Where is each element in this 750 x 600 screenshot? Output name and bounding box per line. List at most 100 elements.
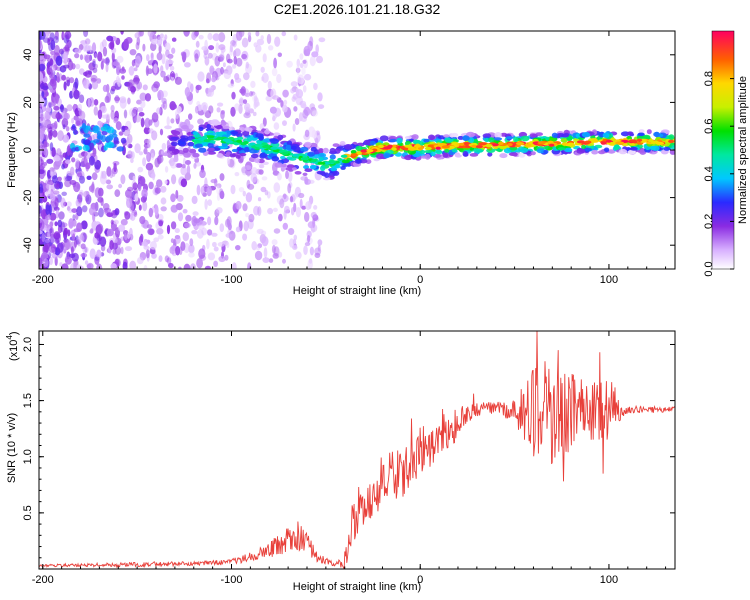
spectrogram-ridge-cell bbox=[214, 147, 220, 151]
spectrogram-noise-cell bbox=[295, 96, 303, 106]
spectrogram-noise-cell bbox=[122, 261, 128, 269]
spectrogram-noise-cell bbox=[71, 252, 79, 262]
spectrogram-noise-cell bbox=[61, 191, 67, 196]
spectrogram-noise-cell bbox=[273, 228, 281, 234]
spectrogram-noise-cell bbox=[117, 78, 121, 87]
spectrogram-noise-cell bbox=[72, 233, 76, 241]
spectrogram-ridge-core bbox=[407, 147, 417, 151]
spectrogram-noise-cell bbox=[205, 78, 210, 84]
spectrogram-noise-cell bbox=[158, 220, 164, 227]
spectrogram-x-tick-label: -100 bbox=[220, 274, 242, 286]
spectrogram-ridge-cell bbox=[189, 148, 197, 154]
spectrogram-ridge-core bbox=[281, 151, 289, 155]
spectrogram-ridge-cell bbox=[270, 138, 279, 144]
spectrogram-noise-cell bbox=[100, 197, 104, 207]
spectrogram-noise-cell bbox=[66, 201, 72, 208]
spectrogram-noise-cell bbox=[58, 211, 65, 220]
spectrogram-cell bbox=[83, 133, 91, 138]
spectrogram-noise-cell bbox=[83, 190, 90, 199]
spectrogram-ridge-cell bbox=[188, 124, 194, 130]
spectrogram-noise-cell bbox=[57, 176, 62, 182]
spectrogram-noise-cell bbox=[279, 198, 285, 209]
snr-x-tick-label: 0 bbox=[417, 574, 423, 586]
spectrogram-noise-cell bbox=[43, 258, 49, 268]
spectrogram-noise-cell bbox=[253, 42, 258, 48]
spectrogram-noise-cell bbox=[106, 184, 113, 190]
spectrogram-ridge-cell bbox=[411, 134, 419, 140]
spectrogram-noise-cell bbox=[218, 54, 225, 62]
spectrogram-ridge-cell bbox=[560, 138, 568, 143]
spectrogram-noise-cell bbox=[89, 248, 96, 259]
spectrogram-noise-cell bbox=[213, 246, 219, 252]
spectrogram-ridge-cell bbox=[576, 148, 586, 154]
spectrogram-ridge-cell bbox=[304, 168, 313, 173]
spectrogram-noise-cell bbox=[110, 85, 116, 92]
spectrogram-ridge-cell bbox=[671, 145, 675, 150]
spectrogram-ridge-cell bbox=[217, 153, 223, 158]
spectrogram-noise-cell bbox=[142, 201, 148, 212]
spectrogram-ridge-core bbox=[478, 142, 487, 146]
spectrogram-noise-cell bbox=[152, 171, 156, 181]
spectrogram-noise-cell bbox=[195, 40, 200, 48]
spectrogram-noise-cell bbox=[92, 67, 98, 74]
spectrogram-noise-cell bbox=[258, 169, 264, 175]
spectrogram-noise-cell bbox=[216, 185, 220, 195]
spectrogram-noise-cell bbox=[88, 156, 95, 166]
spectrogram-noise-cell bbox=[171, 37, 177, 42]
spectrogram-ridge-core bbox=[448, 145, 455, 149]
spectrogram-noise-cell bbox=[120, 31, 124, 35]
spectrogram-noise-cell bbox=[87, 97, 91, 108]
spectrogram-noise-cell bbox=[266, 191, 271, 199]
snr-frame bbox=[38, 330, 676, 570]
spectrogram-noise-cell bbox=[282, 104, 288, 113]
spectrogram-noise-cell bbox=[192, 211, 199, 216]
spectrogram-noise-cell bbox=[76, 206, 83, 217]
spectrogram-noise-cell bbox=[211, 76, 217, 83]
snr-unit-exponent: 4 bbox=[5, 335, 14, 340]
spectrogram-noise-cell bbox=[39, 131, 45, 140]
spectrogram-noise-cell bbox=[121, 75, 125, 80]
spectrogram-noise-cell bbox=[242, 233, 248, 241]
spectrogram-ridge-cell bbox=[663, 146, 671, 151]
spectrogram-noise-cell bbox=[166, 224, 171, 235]
spectrogram-noise-cell bbox=[286, 60, 293, 68]
spectrogram-noise-cell bbox=[308, 258, 313, 264]
spectrogram-ridge-cell bbox=[263, 138, 272, 143]
spectrogram-noise-cell bbox=[222, 62, 226, 68]
spectrogram-ridge-cell bbox=[597, 150, 606, 155]
spectrogram-noise-cell bbox=[241, 37, 249, 48]
spectrogram-noise-cell bbox=[225, 233, 233, 238]
spectrogram-noise-cell bbox=[150, 38, 159, 45]
spectrogram-noise-cell bbox=[242, 190, 246, 197]
spectrogram-noise-cell bbox=[54, 197, 59, 208]
spectrogram-noise-cell bbox=[127, 186, 134, 192]
spectrogram-ridge-core bbox=[311, 159, 317, 163]
spectrogram-noise-cell bbox=[158, 255, 163, 262]
spectrogram-noise-cell bbox=[300, 103, 307, 109]
spectrogram-ridge-cell bbox=[294, 171, 302, 175]
spectrogram-noise-cell bbox=[267, 207, 274, 215]
spectrogram-noise-cell bbox=[147, 228, 155, 236]
spectrogram-noise-cell bbox=[223, 70, 231, 80]
spectrogram-noise-cell bbox=[139, 92, 147, 102]
spectrogram-noise-cell bbox=[70, 246, 74, 255]
spectrogram-ridge-cell bbox=[309, 164, 317, 170]
spectrogram-noise-cell bbox=[159, 106, 163, 116]
spectrogram-ridge-cell bbox=[383, 152, 391, 159]
colorbar-label: Normalized spectral amplitude bbox=[737, 76, 749, 224]
spectrogram-noise-cell bbox=[159, 128, 164, 136]
spectrogram-noise-cell bbox=[271, 239, 278, 246]
spectrogram-ridge-cell bbox=[215, 125, 223, 130]
spectrogram-noise-cell bbox=[47, 131, 53, 140]
spectrogram-ridge-cell bbox=[323, 177, 331, 181]
spectrogram-ridge-cell bbox=[194, 143, 203, 148]
spectrogram-noise-cell bbox=[186, 164, 191, 176]
spectrogram-ridge-cell bbox=[451, 132, 459, 138]
spectrogram-noise-cell bbox=[48, 102, 56, 107]
spectrogram-noise-cell bbox=[55, 183, 60, 188]
spectrogram-noise-cell bbox=[247, 183, 255, 190]
spectrogram-noise-cell bbox=[182, 208, 188, 214]
spectrogram-noise-cell bbox=[73, 261, 77, 269]
spectrogram-cell bbox=[78, 145, 83, 151]
spectrogram-ridge-cell bbox=[499, 153, 508, 159]
